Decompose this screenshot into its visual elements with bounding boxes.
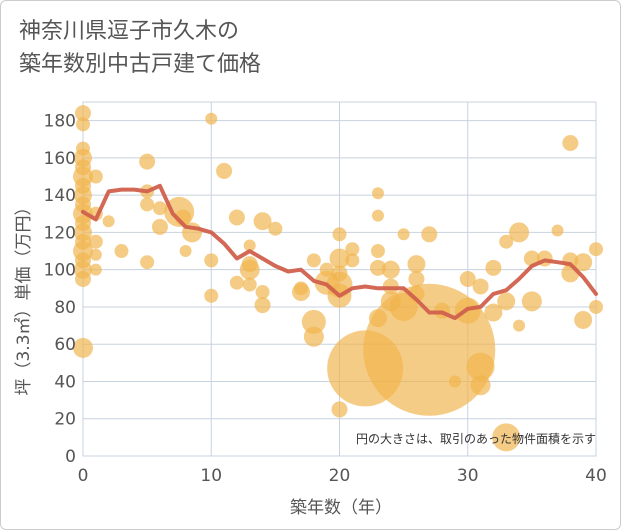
- y-tick-label-0: 0: [65, 447, 76, 467]
- bubble-102: [574, 310, 593, 329]
- bubble-97: [551, 224, 564, 237]
- bubble-88: [484, 303, 503, 322]
- bubble-73: [397, 228, 410, 241]
- y-tick-label-3: 60: [54, 335, 76, 355]
- bubble-93: [513, 319, 526, 332]
- y-tick-label-2: 40: [54, 372, 76, 392]
- bubble-78: [421, 226, 438, 243]
- bubble-23: [102, 215, 115, 228]
- bubble-28: [140, 255, 155, 270]
- bubble-30: [151, 218, 168, 235]
- chart-title: 神奈川県逗子市久木の 築年数別中古戸建て価格: [19, 15, 261, 81]
- x-tick-label-1: 10: [200, 466, 222, 486]
- bubble-82: [459, 271, 476, 287]
- bubble-27: [140, 197, 155, 212]
- bubble-50: [292, 283, 311, 302]
- bubble-37: [204, 288, 219, 303]
- axis-ticks: 0 10 20 30 40 0 20 40 60 80 100 120 140 160 180: [44, 112, 607, 486]
- bubble-89: [499, 234, 514, 249]
- trend-line: [81, 183, 598, 321]
- bubble-20: [88, 234, 103, 249]
- bubble-56: [332, 227, 347, 242]
- bubble-25: [139, 153, 156, 170]
- bubble-35: [205, 112, 218, 125]
- bubble-51: [306, 253, 321, 268]
- bubble-44: [242, 277, 257, 292]
- y-tick-label-1: 20: [54, 410, 76, 430]
- bubble-76: [408, 271, 425, 287]
- bubble-48: [268, 221, 283, 236]
- bubble-38: [216, 162, 233, 179]
- bubble-33: [179, 245, 192, 258]
- bubble-53: [303, 326, 324, 347]
- trend-series: [81, 183, 598, 321]
- bubble-85: [466, 352, 495, 381]
- bubble-22: [89, 263, 102, 276]
- bubble-84: [472, 278, 489, 295]
- bubble-75: [407, 255, 426, 274]
- bubble-36: [204, 253, 219, 268]
- x-tick-label-4: 40: [585, 466, 607, 486]
- bubble-87: [485, 259, 502, 276]
- y-axis-label: 坪（3.3㎡）単価（万円）: [14, 198, 34, 395]
- bubble-98: [562, 134, 579, 151]
- x-tick-label-0: 0: [78, 466, 89, 486]
- bubble-92: [509, 222, 530, 243]
- bubble-101: [574, 253, 593, 272]
- chart-title-line-2: 築年数別中古戸建て価格: [19, 52, 262, 77]
- bubble-91: [497, 292, 516, 311]
- bubble-43: [239, 259, 260, 280]
- bubble-104: [589, 299, 603, 314]
- bubble-57: [329, 248, 350, 269]
- bubble-18: [88, 169, 103, 184]
- x-tick-label-3: 30: [457, 466, 479, 486]
- bubble-16: [75, 271, 91, 287]
- bubble-52: [301, 309, 326, 334]
- bubble-1: [76, 117, 90, 132]
- bubble-90: [492, 423, 521, 452]
- y-tick-label-6: 120: [44, 223, 76, 243]
- y-tick-label-4: 80: [54, 298, 76, 318]
- bubble-size-note: 円の大きさは、取引のあった物件面積を示す: [356, 431, 596, 446]
- x-axis-label: 築年数（年）: [290, 498, 392, 518]
- bubble-0: [75, 105, 91, 122]
- y-tick-label-7: 140: [44, 186, 76, 206]
- bubble-41: [243, 239, 256, 252]
- bubble-70: [381, 260, 400, 279]
- bubble-17: [73, 337, 93, 358]
- y-tick-label-5: 100: [44, 261, 76, 281]
- y-tick-label-9: 180: [44, 112, 76, 132]
- bubble-63: [345, 253, 360, 268]
- chart-title-line-1: 神奈川県逗子市久木の: [19, 19, 240, 44]
- bubble-68: [369, 259, 386, 276]
- bubble-39: [228, 209, 245, 226]
- bubble-series: [73, 105, 603, 452]
- x-tick-label-2: 20: [329, 466, 351, 486]
- bubble-81: [448, 375, 461, 388]
- bubble-21: [89, 248, 102, 261]
- bubble-66: [371, 209, 384, 222]
- bubble-40: [229, 275, 244, 290]
- bubble-47: [254, 297, 271, 314]
- bubble-67: [370, 244, 385, 259]
- y-tick-label-8: 160: [44, 149, 76, 169]
- bubble-46: [255, 285, 270, 300]
- bubble-29: [152, 201, 167, 216]
- bubble-95: [521, 291, 542, 312]
- bubble-62: [345, 242, 360, 257]
- grid-lines: [82, 101, 597, 457]
- bubble-24: [114, 244, 129, 259]
- bubble-45: [253, 212, 272, 231]
- bubble-61: [331, 401, 348, 418]
- bubble-86: [470, 375, 491, 396]
- bubble-103: [589, 242, 603, 257]
- bubble-65: [371, 187, 384, 200]
